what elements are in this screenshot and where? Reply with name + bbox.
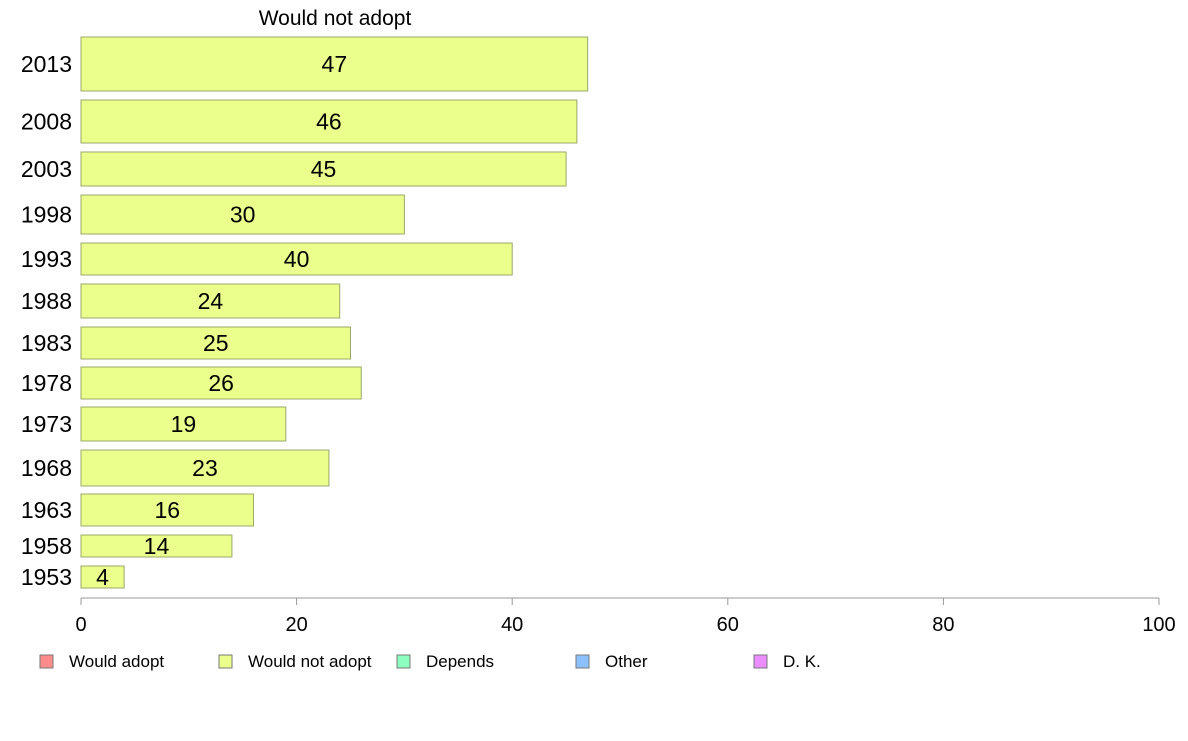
bar-group: 46 2008: [21, 99, 578, 144]
category-label: 1988: [21, 288, 72, 314]
bar-value-label: 30: [230, 202, 256, 228]
legend-swatch: [218, 654, 233, 669]
bar-group: 30 1998: [21, 194, 405, 235]
category-label: 1993: [21, 246, 72, 272]
legend-item: Depends: [396, 652, 494, 671]
bar: [80, 565, 125, 589]
x-tick-label: 80: [932, 614, 954, 636]
legend-item: Would adopt: [39, 652, 164, 671]
legend-label: Depends: [426, 652, 494, 671]
bar-group: 24 1988: [21, 283, 341, 319]
bar-group: 4 1953: [21, 564, 125, 590]
bar: [80, 151, 567, 187]
bar: [80, 242, 513, 276]
category-label: 1998: [21, 202, 72, 228]
bar-value-label: 14: [144, 533, 170, 559]
bar-value-label: 26: [208, 370, 234, 396]
category-label: 2008: [21, 109, 72, 135]
category-label: 1963: [21, 497, 72, 523]
bar: [80, 534, 233, 558]
bar-group: 19 1973: [21, 406, 287, 442]
bar: [80, 99, 578, 144]
bar-value-label: 4: [96, 564, 109, 590]
bar-value-label: 23: [192, 455, 218, 481]
bar: [80, 493, 254, 527]
bar-group: 40 1993: [21, 242, 513, 276]
bar-value-label: 45: [311, 156, 337, 182]
x-axis: 0 20 40 60 80 100: [75, 597, 1176, 636]
bar: [80, 283, 341, 319]
x-tick-label: 100: [1142, 614, 1175, 636]
bar-value-label: 25: [203, 330, 229, 356]
category-label: 1953: [21, 564, 72, 590]
bar-value-label: 40: [284, 246, 310, 272]
legend-swatch: [396, 654, 411, 669]
category-label: 1978: [21, 370, 72, 396]
x-tick-label: 20: [285, 614, 307, 636]
category-label: 1973: [21, 411, 72, 437]
legend-swatch: [39, 654, 54, 669]
x-tick-label: 0: [75, 614, 86, 636]
bar: [80, 449, 330, 487]
bar: [80, 406, 287, 442]
bar: [80, 36, 589, 92]
category-label: 2003: [21, 156, 72, 182]
bar-group: 45 2003: [21, 151, 567, 187]
legend: Would adopt Would not adopt Depends Other D.…: [39, 652, 821, 671]
bar-value-label: 46: [316, 109, 342, 135]
bar: [80, 194, 405, 235]
legend-item: D. K.: [753, 652, 821, 671]
chart-title: Would not adopt: [259, 7, 412, 30]
legend-label: Other: [605, 652, 648, 671]
bar-value-label: 24: [198, 288, 224, 314]
bar-group: 23 1968: [21, 449, 330, 487]
legend-swatch: [575, 654, 590, 669]
legend-swatch: [753, 654, 768, 669]
category-label: 1968: [21, 455, 72, 481]
bar-group: 16 1963: [21, 493, 254, 527]
x-tick-label: 60: [717, 614, 739, 636]
x-tick-label: 40: [501, 614, 523, 636]
bar-group: 47 2013: [21, 36, 589, 92]
legend-item: Other: [575, 652, 648, 671]
legend-label: Would adopt: [69, 652, 164, 671]
bar-group: 25 1983: [21, 326, 351, 360]
bar: [80, 366, 362, 400]
legend-label: Would not adopt: [248, 652, 372, 671]
legend-label: D. K.: [783, 652, 821, 671]
bar-value-label: 47: [322, 51, 348, 77]
legend-item: Would not adopt: [218, 652, 372, 671]
bar: [80, 326, 351, 360]
category-label: 1958: [21, 533, 72, 559]
bar-group: 26 1978: [21, 366, 362, 400]
category-label: 1983: [21, 330, 72, 356]
bars-layer: 47 2013 46 2008 45 2003 30 1998 40 1993 24 1988 25 19…: [21, 36, 589, 590]
bar-group: 14 1958: [21, 533, 233, 559]
bar-value-label: 16: [154, 497, 180, 523]
bar-value-label: 19: [171, 411, 197, 437]
category-label: 2013: [21, 51, 72, 77]
